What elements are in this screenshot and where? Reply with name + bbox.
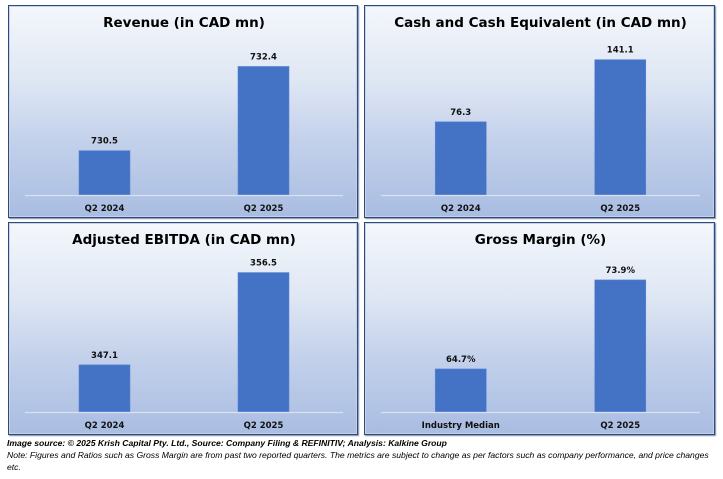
bar bbox=[237, 66, 290, 196]
chart-title: Revenue (in CAD mn) bbox=[103, 15, 265, 31]
cash-chart-panel: Cash and Cash Equivalent (in CAD mn) 76.3… bbox=[364, 5, 715, 218]
x-tick-label: Industry Median bbox=[422, 421, 500, 431]
chart-title: Gross Margin (%) bbox=[475, 232, 606, 248]
bar bbox=[78, 150, 131, 196]
x-tick-label: Q2 2025 bbox=[244, 204, 284, 214]
x-tick-label: Q2 2025 bbox=[600, 204, 640, 214]
footer: Image source: © 2025 Krish Capital Pty. … bbox=[7, 437, 719, 473]
note-text: Note: Figures and Ratios such as Gross M… bbox=[7, 450, 709, 472]
revenue-chart-panel: Revenue (in CAD mn) 730.5 Q2 2024 732.4 Q2 2… bbox=[8, 5, 358, 218]
bar bbox=[237, 272, 290, 413]
bar bbox=[594, 279, 647, 413]
data-label: 76.3 bbox=[450, 108, 471, 118]
data-label: 347.1 bbox=[91, 351, 118, 361]
chart-title: Cash and Cash Equivalent (in CAD mn) bbox=[394, 15, 687, 31]
data-label: 730.5 bbox=[91, 137, 118, 147]
bar bbox=[434, 121, 487, 196]
revenue-chart: Revenue (in CAD mn) 730.5 Q2 2024 732.4 Q2 2… bbox=[25, 15, 343, 214]
data-label: 356.5 bbox=[250, 259, 277, 269]
x-tick-label: Q2 2025 bbox=[244, 421, 284, 431]
bar bbox=[434, 368, 487, 413]
gross-margin-chart: Gross Margin (%) 64.7% Industry Median 73.9… bbox=[381, 232, 700, 431]
data-label: 732.4 bbox=[250, 52, 277, 62]
x-tick-label: Q2 2024 bbox=[85, 421, 125, 431]
x-tick-label: Q2 2024 bbox=[85, 204, 125, 214]
x-tick-label: Q2 2025 bbox=[600, 421, 640, 431]
ebitda-chart-panel: Adjusted EBITDA (in CAD mn) 347.1 Q2 2024 3… bbox=[8, 222, 358, 435]
bar bbox=[594, 59, 647, 196]
ebitda-chart: Adjusted EBITDA (in CAD mn) 347.1 Q2 2024 3… bbox=[25, 232, 343, 431]
cash-chart: Cash and Cash Equivalent (in CAD mn) 76.3… bbox=[381, 15, 700, 214]
bar bbox=[78, 364, 131, 413]
image-source-text: Image source: © 2025 Krish Capital Pty. … bbox=[7, 438, 447, 448]
data-label: 73.9% bbox=[606, 266, 636, 276]
data-label: 64.7% bbox=[446, 355, 476, 365]
data-label: 141.1 bbox=[607, 46, 634, 56]
chart-title: Adjusted EBITDA (in CAD mn) bbox=[72, 232, 296, 248]
gross-margin-chart-panel: Gross Margin (%) 64.7% Industry Median 73.9… bbox=[364, 222, 715, 435]
x-tick-label: Q2 2024 bbox=[441, 204, 481, 214]
